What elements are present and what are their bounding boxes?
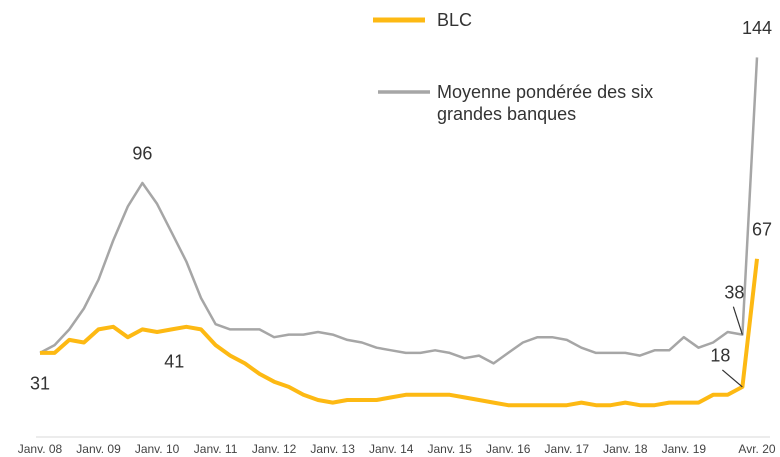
x-tick-label: Janv. 11 bbox=[194, 442, 238, 456]
data-label: 38 bbox=[724, 282, 744, 302]
data-label: 41 bbox=[164, 352, 184, 372]
legend-label: Moyenne pondérée des six grandes banques bbox=[437, 82, 654, 124]
data-label: 31 bbox=[30, 374, 50, 394]
x-tick-label: Janv. 19 bbox=[662, 442, 707, 456]
x-tick-label: Avr. 20 bbox=[738, 442, 775, 456]
x-tick-label: Janv. 10 bbox=[135, 442, 180, 456]
x-tick-label: Janv. 14 bbox=[369, 442, 414, 456]
callout-line bbox=[721, 369, 743, 388]
x-tick-label: Janv. 16 bbox=[486, 442, 531, 456]
x-tick-label: Janv. 12 bbox=[252, 442, 297, 456]
x-tick-label: Janv. 18 bbox=[603, 442, 648, 456]
x-tick-label: Janv. 13 bbox=[310, 442, 355, 456]
callout-line bbox=[732, 306, 743, 335]
x-tick-label: Janv. 15 bbox=[427, 442, 472, 456]
x-tick-label: Janv. 17 bbox=[545, 442, 590, 456]
data-label: 144 bbox=[742, 18, 772, 38]
data-label: 18 bbox=[710, 346, 730, 366]
data-label: 96 bbox=[132, 144, 152, 164]
data-label: 67 bbox=[752, 220, 772, 240]
line-series bbox=[39, 57, 759, 365]
x-tick-label: Janv. 09 bbox=[76, 442, 121, 456]
x-tick-label: Janv. 08 bbox=[18, 442, 63, 456]
legend-label: BLC bbox=[437, 10, 473, 30]
line-series bbox=[40, 258, 759, 408]
